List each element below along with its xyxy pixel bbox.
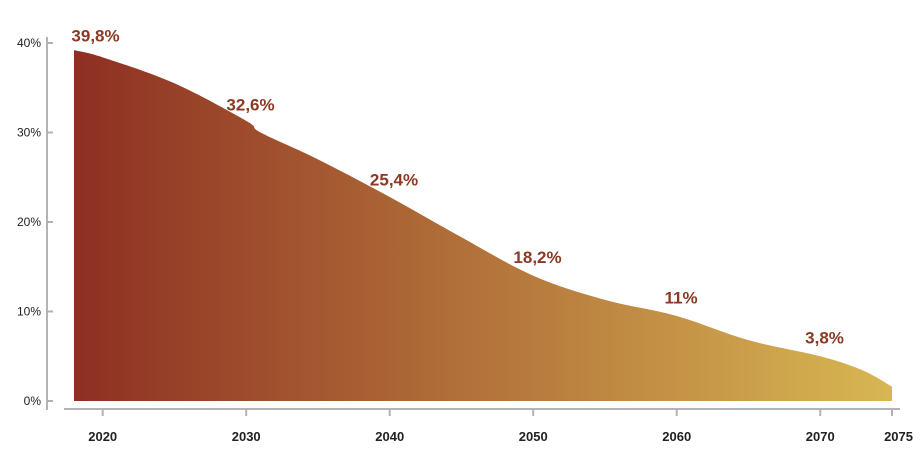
x-tick-label: 2050 [519,429,548,444]
y-tick-label: 40% [17,36,41,50]
data-label: 25,4% [370,170,418,189]
y-tick-label: 20% [17,215,41,229]
x-tick-label: 2040 [375,429,404,444]
x-tick-label: 2060 [662,429,691,444]
data-label: 11% [664,288,697,307]
area-fill [74,50,892,401]
data-label: 18,2% [513,248,561,267]
x-tick-label: 2075 [884,429,913,444]
y-tick-label: 30% [17,126,41,140]
x-tick-label: 2070 [806,429,835,444]
y-tick-label: 0% [24,394,42,408]
x-axis: 2020 2030 2040 2050 2060 2070 2075 [64,408,913,444]
x-tick-label: 2020 [88,429,117,444]
y-tick-label: 10% [17,305,41,319]
y-axis: 0% 10% 20% 30% 40% [17,36,53,410]
data-label: 32,6% [226,95,274,114]
data-labels: 39,8% 32,6% 25,4% 18,2% 11% 3,8% [71,27,844,348]
area-series [74,50,892,401]
data-label: 3,8% [805,329,844,348]
x-tick-label: 2030 [232,429,261,444]
data-label: 39,8% [71,27,119,46]
